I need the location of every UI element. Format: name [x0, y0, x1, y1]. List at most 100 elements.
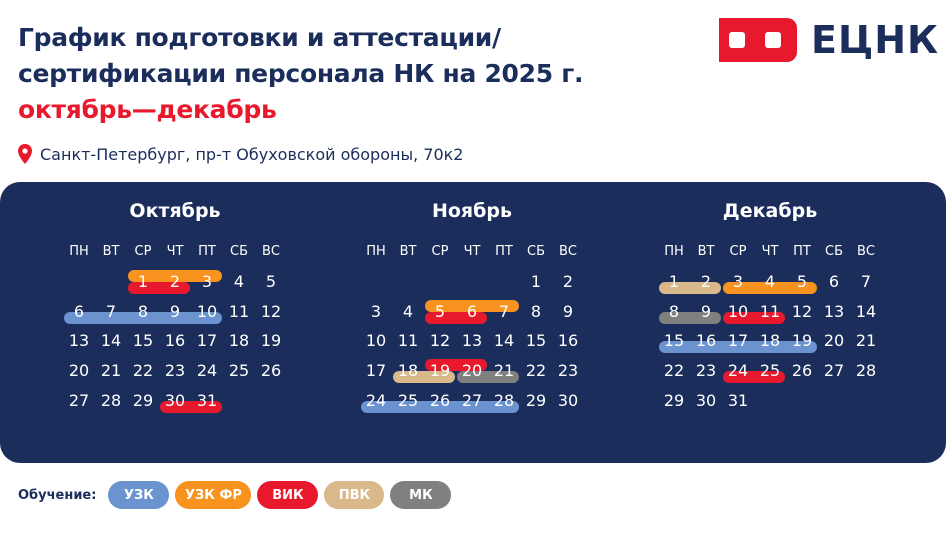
day-23: 23 [164, 361, 186, 380]
day-4: 4 [764, 272, 776, 291]
day-7: 7 [860, 272, 872, 291]
weekday-label: ЧТ [761, 244, 779, 259]
day-20: 20 [823, 331, 845, 350]
day-9: 9 [700, 302, 712, 321]
logo-mark [719, 18, 797, 62]
weekday-label: ПТ [495, 244, 513, 259]
training-bar-МК [457, 371, 519, 383]
day-24: 24 [196, 361, 218, 380]
weekday-label: ПН [664, 244, 684, 259]
weekday-label: ВС [262, 244, 280, 259]
day-5: 5 [434, 302, 446, 321]
legend-item-ВИК: ВИК [257, 481, 319, 509]
month-name: Октябрь [129, 200, 221, 222]
month-name: Декабрь [722, 200, 818, 222]
day-13: 13 [823, 302, 845, 321]
title-line: сертификации персонала НК на 2025 г. [18, 59, 584, 88]
day-11: 11 [397, 331, 419, 350]
day-28: 28 [493, 391, 515, 410]
training-bar-ВИК [425, 312, 487, 324]
weekday-label: СР [134, 244, 152, 259]
day-1: 1 [530, 272, 542, 291]
weekday-label: СБ [230, 244, 248, 259]
day-3: 3 [732, 272, 744, 291]
day-29: 29 [132, 391, 154, 410]
day-19: 19 [791, 331, 813, 350]
address-text: Санкт-Петербург, пр-т Обуховской обороны… [40, 144, 464, 164]
day-4: 4 [402, 302, 414, 321]
logo-text: ЕЦНК [811, 18, 940, 62]
day-3: 3 [370, 302, 382, 321]
day-29: 29 [663, 391, 685, 410]
day-13: 13 [68, 331, 90, 350]
day-27: 27 [68, 391, 90, 410]
day-20: 20 [461, 361, 483, 380]
day-22: 22 [525, 361, 547, 380]
day-6: 6 [466, 302, 478, 321]
day-13: 13 [461, 331, 483, 350]
day-18: 18 [759, 331, 781, 350]
day-27: 27 [823, 361, 845, 380]
day-30: 30 [164, 391, 186, 410]
day-5: 5 [265, 272, 277, 291]
day-11: 11 [759, 302, 781, 321]
day-1: 1 [137, 272, 149, 291]
period-subtitle: октябрь—декабрь [18, 95, 277, 124]
training-bar-ПВК [393, 371, 455, 383]
weekday-label: ВС [857, 244, 875, 259]
weekday-label: ПН [366, 244, 386, 259]
day-10: 10 [365, 331, 387, 350]
day-5: 5 [796, 272, 808, 291]
day-26: 26 [429, 391, 451, 410]
training-bar-УЗК ФР [128, 270, 222, 282]
day-26: 26 [260, 361, 282, 380]
page-title: График подготовки и аттестации/ сертифик… [18, 20, 584, 128]
day-17: 17 [196, 331, 218, 350]
day-17: 17 [727, 331, 749, 350]
day-8: 8 [530, 302, 542, 321]
day-14: 14 [493, 331, 515, 350]
day-2: 2 [562, 272, 574, 291]
weekday-label: ПТ [793, 244, 811, 259]
training-bar-ПВК [659, 282, 721, 294]
logo: ЕЦНК [719, 18, 939, 62]
day-16: 16 [164, 331, 186, 350]
weekday-label: ЧТ [166, 244, 184, 259]
weekday-label: СР [729, 244, 747, 259]
day-31: 31 [727, 391, 749, 410]
weekday-label: ПТ [198, 244, 216, 259]
day-2: 2 [169, 272, 181, 291]
day-8: 8 [137, 302, 149, 321]
weekday-label: СР [431, 244, 449, 259]
day-24: 24 [365, 391, 387, 410]
day-3: 3 [201, 272, 213, 291]
day-24: 24 [727, 361, 749, 380]
day-19: 19 [429, 361, 451, 380]
day-25: 25 [397, 391, 419, 410]
day-18: 18 [397, 361, 419, 380]
weekday-label: ВТ [697, 244, 715, 259]
day-28: 28 [100, 391, 122, 410]
day-9: 9 [562, 302, 574, 321]
day-12: 12 [791, 302, 813, 321]
training-bar-УЗК [361, 401, 519, 413]
day-22: 22 [663, 361, 685, 380]
day-12: 12 [429, 331, 451, 350]
day-30: 30 [695, 391, 717, 410]
day-22: 22 [132, 361, 154, 380]
day-31: 31 [196, 391, 218, 410]
location-pin-icon [18, 144, 32, 164]
weekday-label: ВС [559, 244, 577, 259]
training-bar-УЗК [64, 312, 222, 324]
training-bar-УЗК [659, 341, 817, 353]
day-6: 6 [828, 272, 840, 291]
training-bar-УЗК ФР [723, 282, 817, 294]
day-1: 1 [668, 272, 680, 291]
training-bar-МК [659, 312, 721, 324]
legend-item-ПВК: ПВК [324, 481, 385, 509]
title-line: График подготовки и аттестации/ [18, 23, 501, 52]
day-29: 29 [525, 391, 547, 410]
day-16: 16 [695, 331, 717, 350]
day-15: 15 [663, 331, 685, 350]
day-17: 17 [365, 361, 387, 380]
